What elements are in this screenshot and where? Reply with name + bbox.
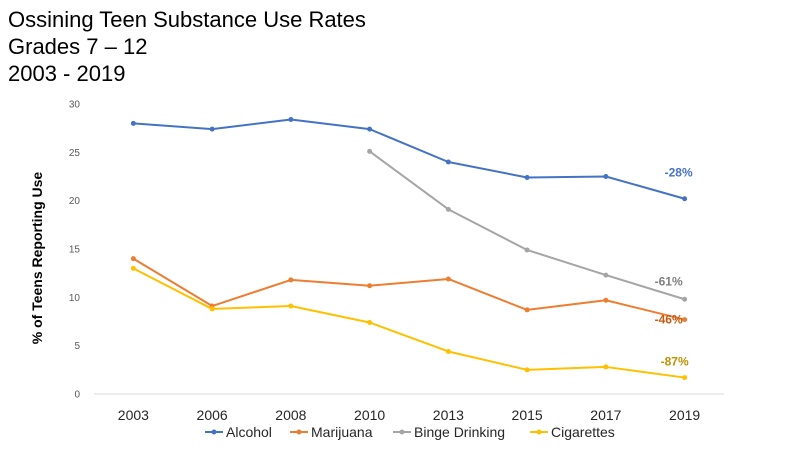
series-line-binge-drinking bbox=[369, 150, 685, 301]
x-tick-label-2003: 2003 bbox=[118, 407, 149, 423]
legend-marker-cigarettes bbox=[536, 429, 542, 435]
series-line-alcohol bbox=[133, 118, 685, 200]
x-tick-label-2015: 2015 bbox=[512, 407, 543, 423]
data-point-cigarettes-2010 bbox=[367, 319, 373, 325]
data-point-binge-drinking-2015 bbox=[524, 247, 530, 253]
y-tick-label-20: 20 bbox=[69, 196, 81, 207]
legend-label-binge-drinking: Binge Drinking bbox=[414, 424, 505, 440]
x-tick-label-2013: 2013 bbox=[433, 407, 464, 423]
data-point-cigarettes-2013 bbox=[445, 348, 451, 354]
annotation-marijuana: -46% bbox=[655, 313, 683, 327]
annotation-binge-drinking: -61% bbox=[655, 274, 683, 288]
data-point-marijuana-2010 bbox=[367, 283, 373, 289]
data-point-cigarettes-2008 bbox=[288, 303, 294, 309]
legend-marker-alcohol bbox=[211, 429, 217, 435]
data-point-binge-drinking-2019 bbox=[682, 296, 688, 302]
legend-marker-marijuana bbox=[296, 429, 302, 435]
data-point-marijuana-2017 bbox=[603, 297, 609, 303]
chart-title: Ossining Teen Substance Use Rates Grades… bbox=[8, 6, 366, 87]
title-line-2: Grades 7 – 12 bbox=[8, 34, 148, 59]
data-point-alcohol-2019 bbox=[682, 196, 688, 202]
x-tick-label-2006: 2006 bbox=[197, 407, 228, 423]
data-point-alcohol-2015 bbox=[524, 174, 530, 180]
x-tick-label-2008: 2008 bbox=[275, 407, 306, 423]
data-point-alcohol-2017 bbox=[603, 174, 609, 179]
x-tick-label-2017: 2017 bbox=[590, 407, 621, 423]
data-point-cigarettes-2006 bbox=[209, 306, 215, 312]
y-axis-label: % of Teens Reporting Use bbox=[29, 172, 45, 345]
y-tick-label-10: 10 bbox=[69, 293, 81, 304]
data-point-alcohol-2013 bbox=[445, 159, 451, 165]
y-tick-label-30: 30 bbox=[69, 100, 81, 111]
y-tick-label-5: 5 bbox=[74, 341, 80, 352]
annotation-alcohol: -28% bbox=[665, 166, 693, 180]
data-point-marijuana-2008 bbox=[288, 277, 294, 283]
data-point-alcohol-2006 bbox=[209, 126, 215, 132]
legend-label-cigarettes: Cigarettes bbox=[551, 424, 615, 440]
x-tick-label-2010: 2010 bbox=[354, 407, 385, 423]
data-point-binge-drinking-2017 bbox=[603, 272, 609, 278]
data-point-cigarettes-2003 bbox=[130, 265, 136, 271]
data-point-marijuana-2019 bbox=[682, 317, 688, 323]
title-line-3: 2003 - 2019 bbox=[8, 61, 126, 86]
data-point-binge-drinking-2013 bbox=[445, 206, 451, 212]
title-line-1: Ossining Teen Substance Use Rates bbox=[8, 7, 366, 32]
data-point-alcohol-2003 bbox=[130, 120, 136, 126]
data-point-cigarettes-2017 bbox=[603, 364, 609, 370]
data-point-alcohol-2008 bbox=[288, 116, 294, 122]
data-point-cigarettes-2019 bbox=[682, 375, 688, 381]
y-tick-label-25: 25 bbox=[69, 148, 81, 159]
data-point-marijuana-2013 bbox=[445, 276, 451, 282]
x-tick-label-2019: 2019 bbox=[669, 407, 700, 423]
legend-marker-binge-drinking bbox=[399, 429, 405, 435]
series-line-marijuana bbox=[132, 257, 685, 321]
legend-label-marijuana: Marijuana bbox=[311, 424, 373, 440]
data-point-binge-drinking-2010 bbox=[367, 148, 373, 154]
data-point-cigarettes-2015 bbox=[524, 367, 530, 373]
y-tick-label-0: 0 bbox=[74, 390, 80, 401]
legend-label-alcohol: Alcohol bbox=[226, 424, 272, 440]
series-line-cigarettes bbox=[132, 267, 685, 379]
data-point-marijuana-2015 bbox=[524, 307, 530, 313]
data-point-alcohol-2010 bbox=[367, 126, 373, 132]
data-point-marijuana-2003 bbox=[130, 256, 136, 262]
y-tick-label-15: 15 bbox=[69, 245, 81, 256]
annotation-cigarettes: -87% bbox=[661, 355, 689, 369]
